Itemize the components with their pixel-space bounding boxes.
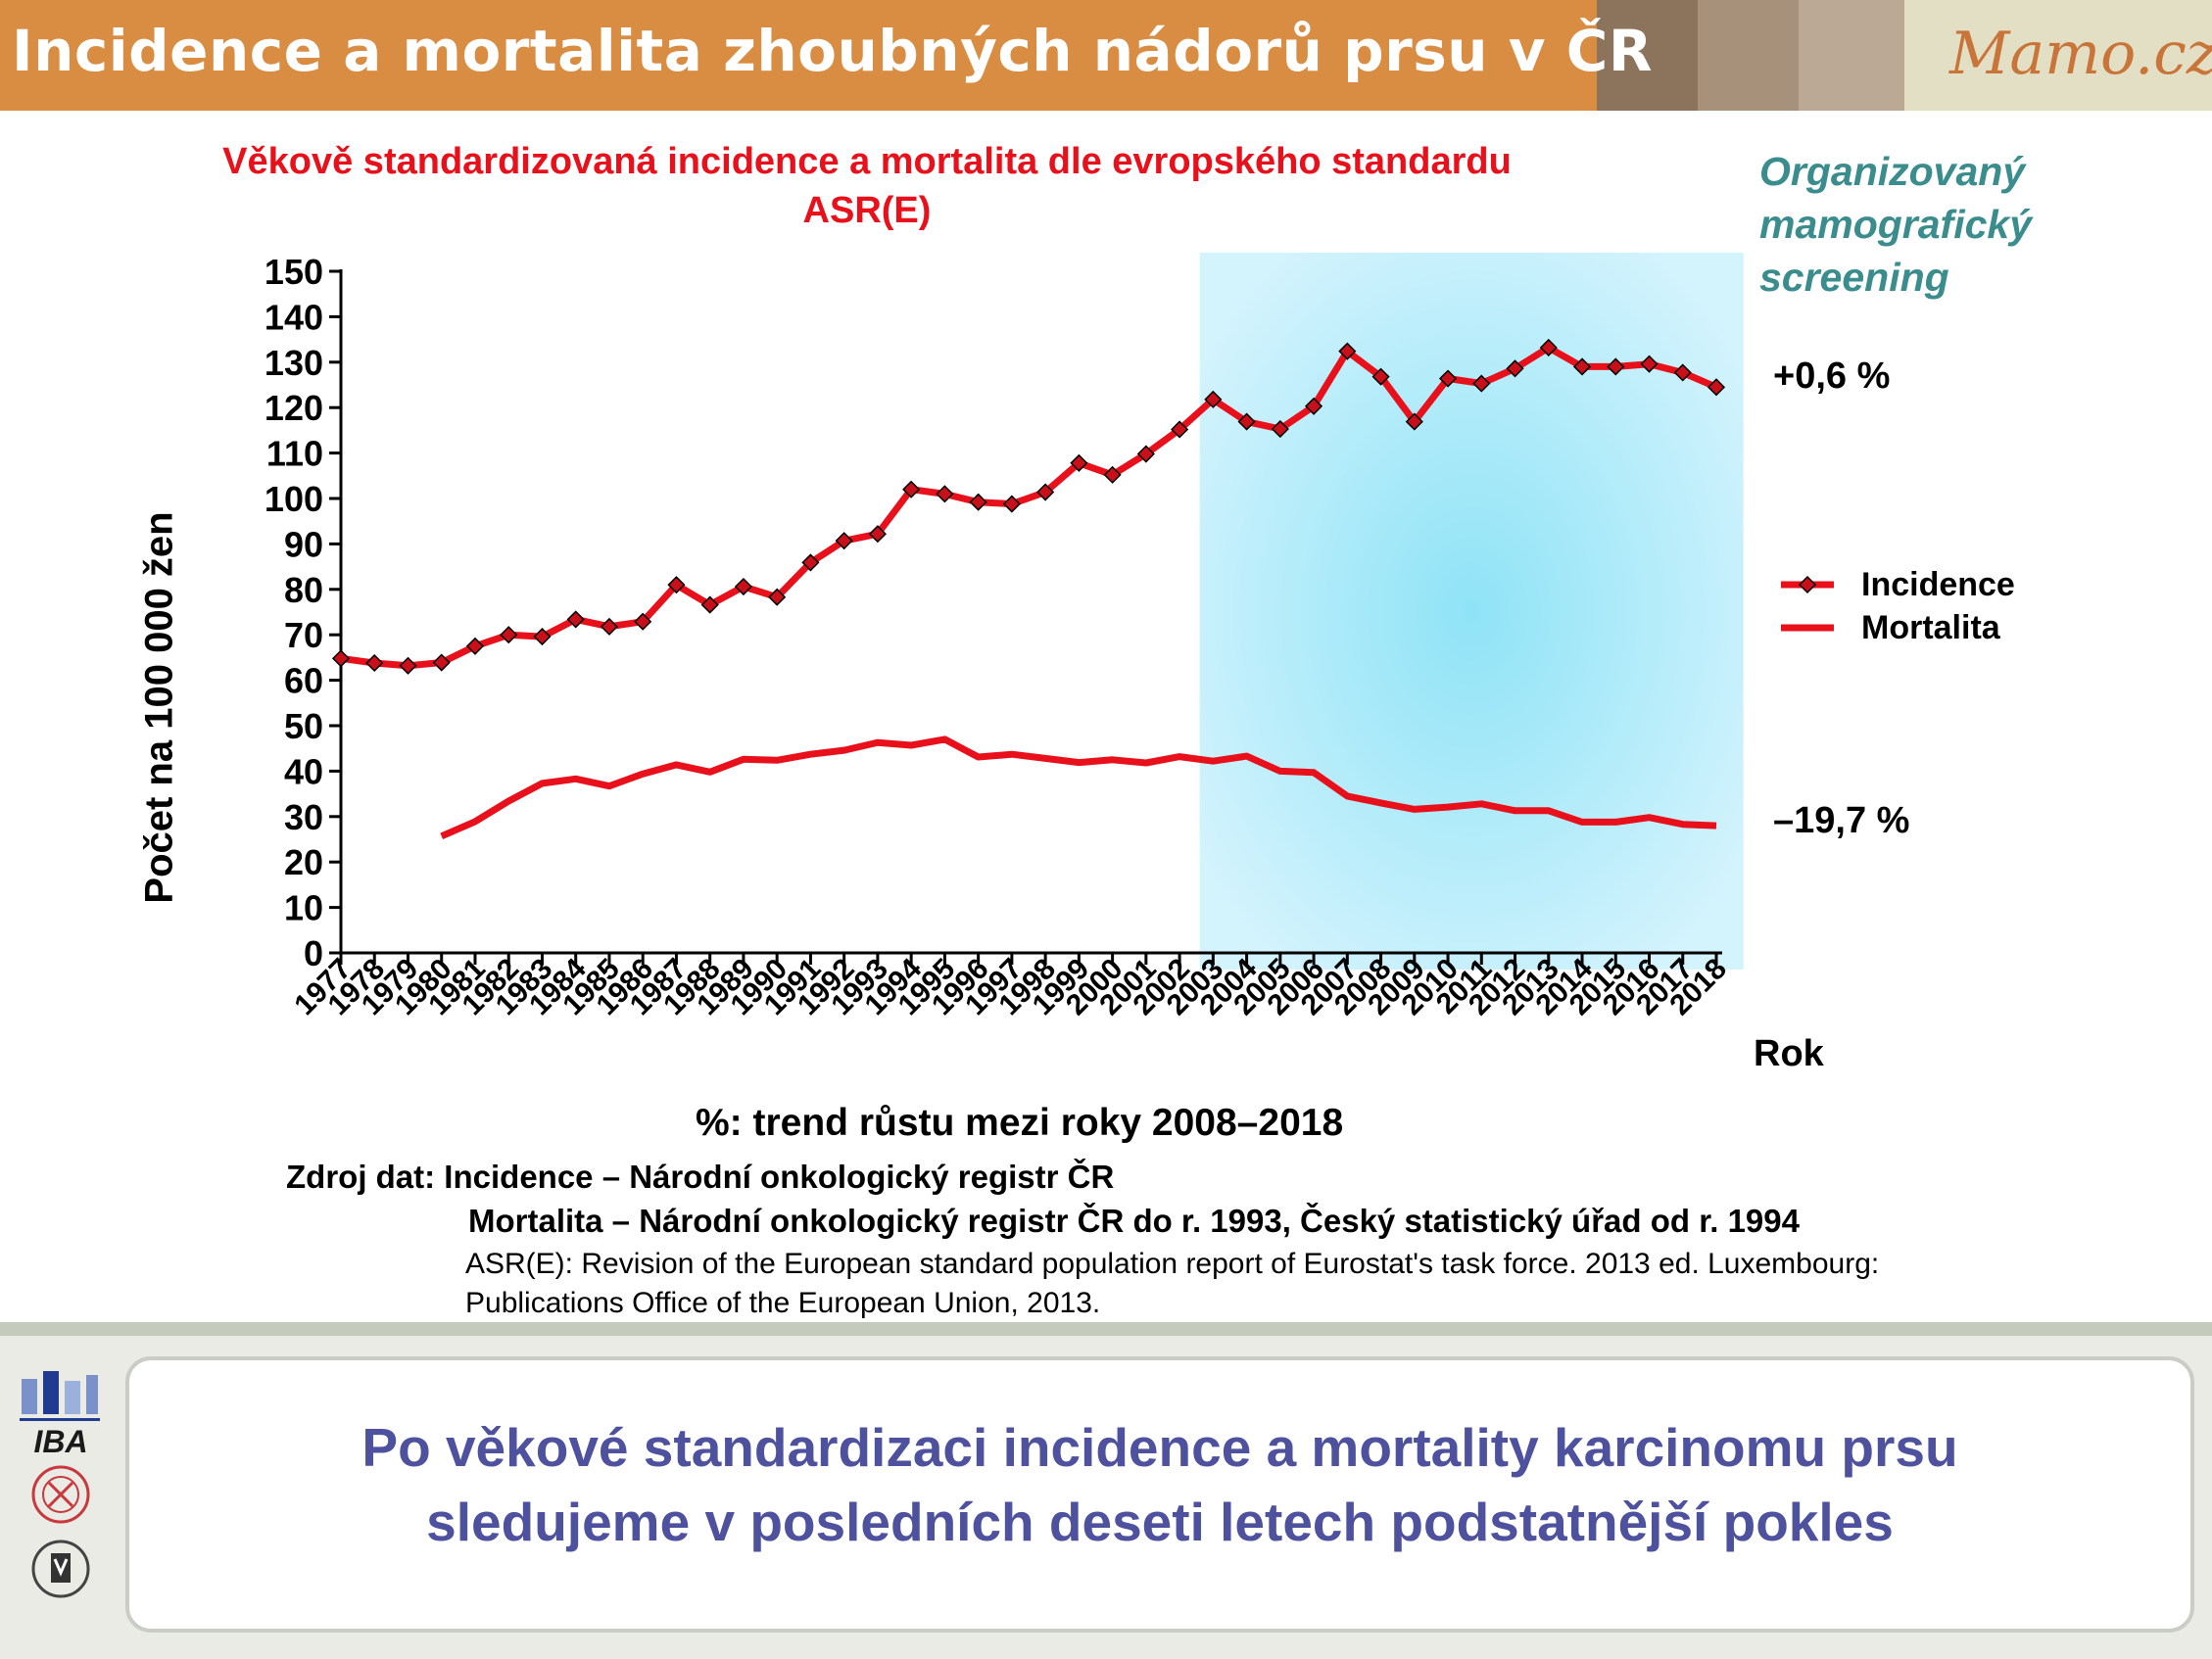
line-chart: 0102030405060708090100110120130140150197… bbox=[264, 252, 1834, 1021]
data-point bbox=[936, 485, 954, 503]
trend-note: %: trend růstu mezi roky 2008–2018 bbox=[696, 1102, 1344, 1144]
header-swatch bbox=[1698, 0, 1799, 111]
data-point bbox=[1204, 390, 1223, 408]
y-tick-label: 10 bbox=[284, 888, 323, 928]
y-tick-label: 140 bbox=[264, 297, 323, 337]
data-point bbox=[1036, 483, 1055, 501]
data-point bbox=[1338, 342, 1357, 360]
y-tick-label: 40 bbox=[284, 751, 323, 791]
source-line-2: Mortalita – Národní onkologický registr … bbox=[468, 1203, 1800, 1239]
x-axis-label: Rok bbox=[1754, 1033, 1824, 1074]
conclusion-line2: sledujeme v posledních deseti letech pod… bbox=[426, 1492, 1894, 1552]
y-tick-label: 70 bbox=[284, 615, 323, 655]
page-title: Incidence a mortalita zhoubných nádorů p… bbox=[12, 18, 1653, 84]
data-point bbox=[1572, 357, 1592, 376]
data-point bbox=[1539, 338, 1558, 357]
source-line-4: Publications Office of the European Unio… bbox=[465, 1287, 1101, 1319]
data-point bbox=[1506, 359, 1524, 378]
y-tick-label: 150 bbox=[264, 252, 323, 292]
conclusion-box bbox=[125, 1356, 2194, 1633]
data-point bbox=[1103, 465, 1122, 484]
data-point bbox=[432, 653, 451, 672]
mortality-trend-label: –19,7 % bbox=[1773, 800, 1910, 841]
incidence-trend-label: +0,6 % bbox=[1773, 356, 1891, 397]
data-point bbox=[1472, 374, 1491, 393]
data-point bbox=[902, 480, 921, 498]
series-line-mortalita bbox=[440, 735, 1717, 840]
screening-label: Organizovaný mamografický screening bbox=[1759, 145, 2032, 304]
data-point bbox=[533, 627, 552, 646]
data-point bbox=[1070, 453, 1088, 472]
data-point bbox=[1136, 445, 1155, 463]
y-tick-label: 90 bbox=[284, 524, 323, 564]
data-point bbox=[1171, 420, 1189, 439]
mamo-logo: Mamo.cz bbox=[1949, 20, 2212, 88]
data-point bbox=[1002, 495, 1021, 513]
data-point bbox=[1673, 363, 1692, 382]
data-point bbox=[1607, 357, 1625, 376]
chart-title: Věkově standardizovaná incidence a morta… bbox=[196, 137, 1538, 235]
data-point bbox=[1371, 367, 1390, 386]
y-tick-label: 80 bbox=[284, 570, 323, 610]
y-tick-label: 0 bbox=[304, 933, 323, 973]
data-point bbox=[399, 656, 417, 675]
iba-logo: IBA bbox=[20, 1371, 100, 1598]
data-point bbox=[801, 553, 820, 572]
institution-logos: IBA bbox=[14, 1371, 108, 1621]
screening-label-line2: mamografický bbox=[1759, 202, 2033, 247]
y-tick-label: 130 bbox=[264, 343, 323, 383]
university-seal-icon bbox=[31, 1540, 90, 1598]
data-point bbox=[700, 595, 719, 614]
y-tick-label: 100 bbox=[264, 479, 323, 519]
legend-incidence-label: Incidence bbox=[1861, 566, 2015, 603]
y-tick-label: 20 bbox=[284, 842, 323, 882]
y-tick-label: 110 bbox=[266, 434, 323, 474]
data-point bbox=[1237, 412, 1256, 431]
legend-mortalita-label: Mortalita bbox=[1861, 609, 2000, 646]
data-point bbox=[1640, 355, 1659, 373]
y-tick-label: 30 bbox=[284, 797, 323, 837]
chart-title-line2: ASR(E) bbox=[802, 190, 932, 231]
data-point bbox=[1438, 369, 1458, 388]
conclusion-line1: Po věkové standardizaci incidence a mort… bbox=[361, 1417, 1958, 1478]
data-point bbox=[667, 576, 686, 594]
header-bar: Incidence a mortalita zhoubných nádorů p… bbox=[0, 0, 2212, 111]
data-point bbox=[465, 637, 485, 655]
y-tick-label: 60 bbox=[284, 661, 323, 701]
data-point bbox=[600, 617, 619, 636]
data-point bbox=[835, 532, 853, 550]
chart-title-line1: Věkově standardizovaná incidence a morta… bbox=[222, 141, 1512, 182]
header-swatch bbox=[1904, 0, 2212, 111]
data-point bbox=[500, 626, 518, 644]
y-tick-label: 50 bbox=[284, 706, 323, 746]
data-point bbox=[1271, 419, 1289, 439]
iba-logo-text: IBA bbox=[33, 1424, 87, 1459]
footer-divider bbox=[0, 1322, 2212, 1336]
data-point bbox=[634, 612, 652, 631]
screening-band bbox=[1199, 253, 1744, 970]
data-point bbox=[1305, 397, 1323, 415]
screening-label-line1: Organizovaný bbox=[1759, 149, 2026, 194]
seal-icon bbox=[31, 1465, 90, 1524]
data-point bbox=[1707, 378, 1726, 397]
screening-label-line3: screening bbox=[1759, 255, 1949, 300]
header-swatch bbox=[1597, 0, 1698, 111]
data-point bbox=[969, 493, 987, 511]
y-tick-label: 120 bbox=[264, 388, 323, 428]
data-point bbox=[365, 653, 384, 673]
legend-incidence-marker bbox=[1798, 575, 1817, 594]
header-swatch bbox=[1799, 0, 1904, 111]
source-line-1: Zdroj dat: Incidence – Národní onkologic… bbox=[286, 1159, 1115, 1195]
source-line-3: ASR(E): Revision of the European standar… bbox=[465, 1248, 1880, 1280]
data-point bbox=[868, 525, 887, 544]
data-point bbox=[331, 649, 351, 668]
conclusion-text: Po věkové standardizaci incidence a mort… bbox=[125, 1410, 2194, 1559]
data-point bbox=[768, 588, 787, 606]
data-point bbox=[734, 577, 752, 596]
data-point bbox=[1405, 412, 1423, 431]
data-point bbox=[566, 610, 585, 629]
header-background bbox=[0, 0, 1597, 111]
